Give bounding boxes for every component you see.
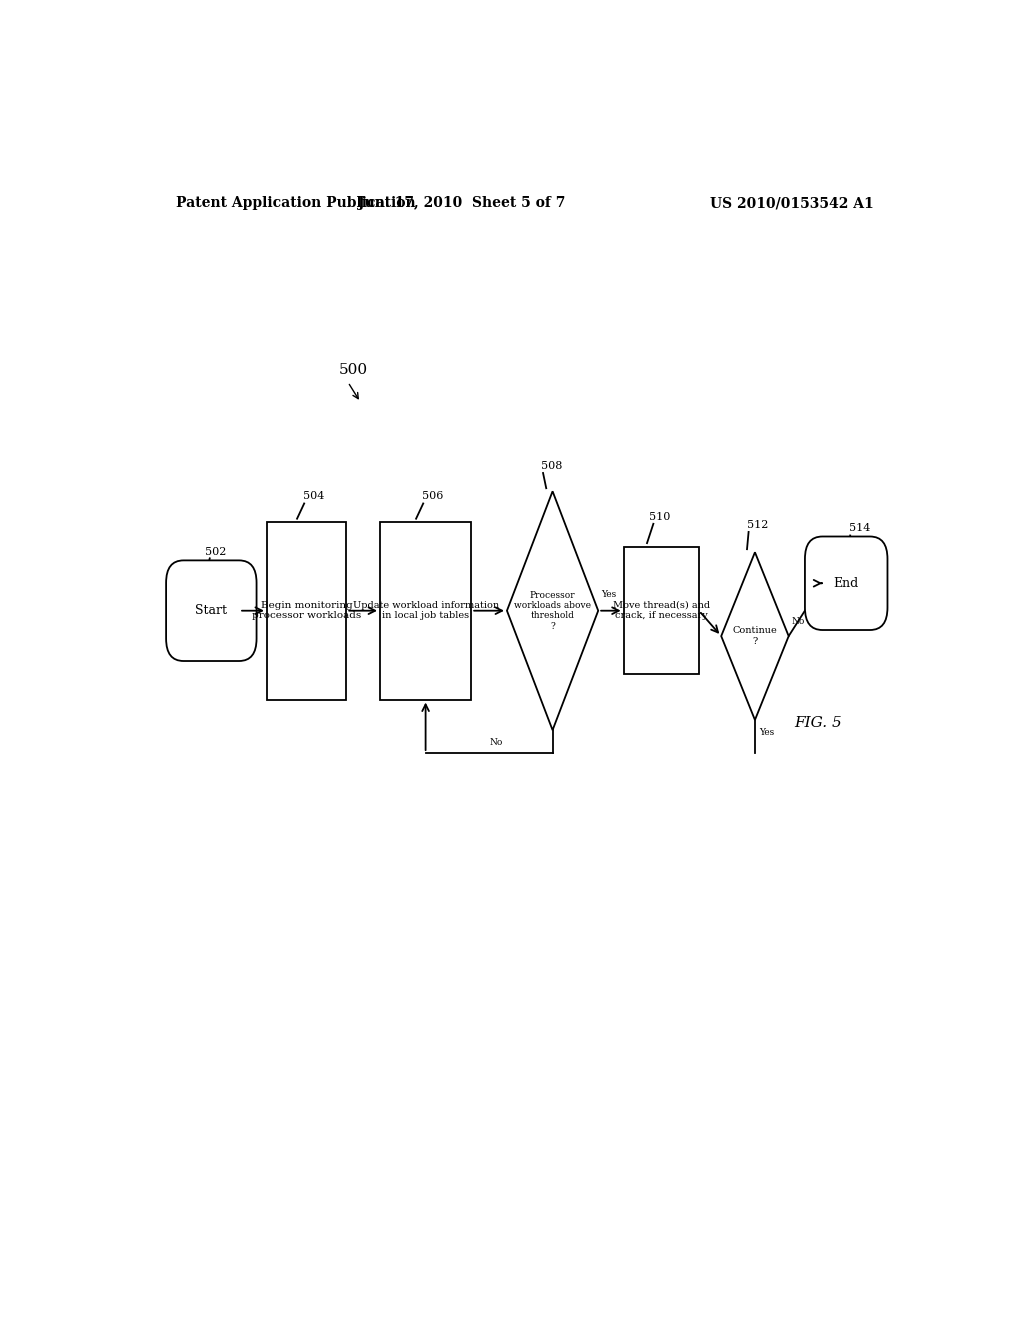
Text: FIG. 5: FIG. 5 xyxy=(795,715,843,730)
FancyBboxPatch shape xyxy=(166,561,257,661)
Text: Patent Application Publication: Patent Application Publication xyxy=(176,197,416,210)
Text: 510: 510 xyxy=(649,512,671,521)
Text: 508: 508 xyxy=(541,461,562,471)
Text: No: No xyxy=(489,738,503,747)
Bar xyxy=(267,521,346,700)
Text: Update workload information
in local job tables: Update workload information in local job… xyxy=(352,601,499,620)
Text: Processor
workloads above
threshold
?: Processor workloads above threshold ? xyxy=(514,590,591,631)
Text: 502: 502 xyxy=(205,548,226,557)
Text: Start: Start xyxy=(196,605,227,618)
Text: US 2010/0153542 A1: US 2010/0153542 A1 xyxy=(711,197,873,210)
Text: Begin monitoring
processor workloads: Begin monitoring processor workloads xyxy=(252,601,361,620)
Text: Continue
?: Continue ? xyxy=(732,627,777,645)
Text: 512: 512 xyxy=(748,520,768,529)
Text: 500: 500 xyxy=(338,363,368,378)
Text: No: No xyxy=(792,616,805,626)
Bar xyxy=(624,548,699,675)
Text: 506: 506 xyxy=(422,491,443,502)
FancyBboxPatch shape xyxy=(805,536,888,630)
Text: 504: 504 xyxy=(303,491,324,502)
Text: Move thread(s) and
crack, if necessary: Move thread(s) and crack, if necessary xyxy=(612,601,710,620)
Text: Yes: Yes xyxy=(601,590,616,598)
Polygon shape xyxy=(507,491,598,730)
Text: Yes: Yes xyxy=(759,729,774,737)
Polygon shape xyxy=(721,552,788,719)
Text: End: End xyxy=(834,577,859,590)
Text: Jun. 17, 2010  Sheet 5 of 7: Jun. 17, 2010 Sheet 5 of 7 xyxy=(357,197,565,210)
Text: 514: 514 xyxy=(849,524,870,533)
Bar xyxy=(380,521,471,700)
